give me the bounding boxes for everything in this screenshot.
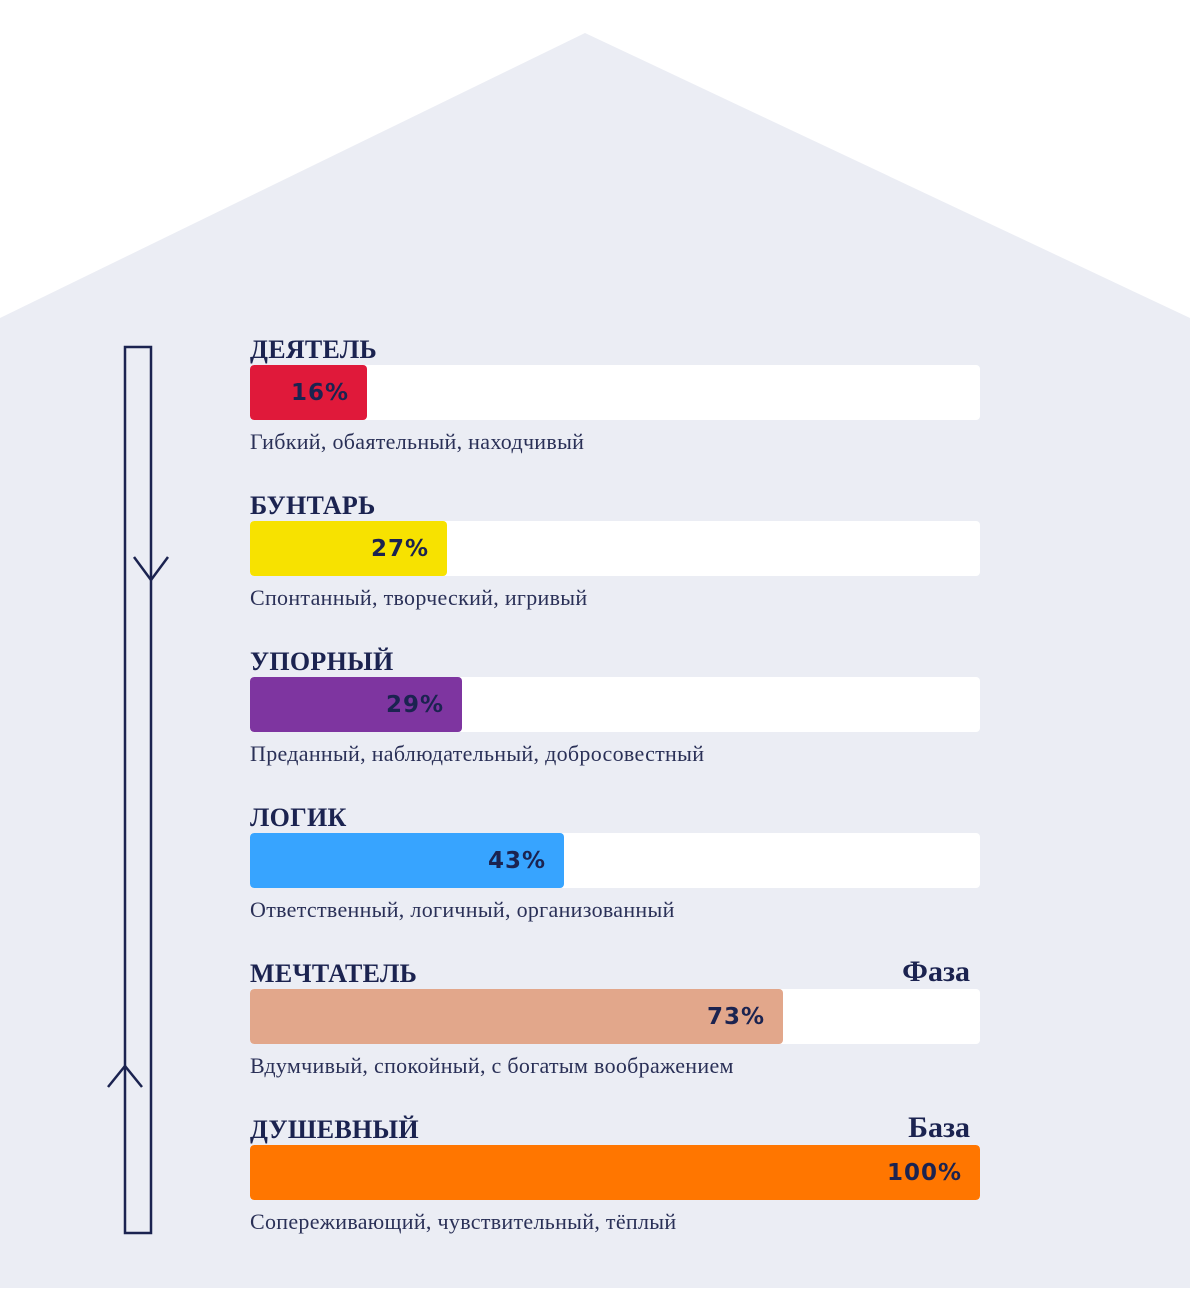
- bar: 27%: [250, 521, 447, 576]
- value-label: 73%: [706, 1004, 765, 1030]
- category-label: ЛОГИК: [250, 803, 347, 832]
- value-label: 27%: [370, 536, 429, 562]
- bar-track: 43%: [250, 833, 980, 888]
- category-description: Сопереживающий, чувствительный, тёплый: [250, 1209, 677, 1234]
- category-label: БУНТАРЬ: [250, 491, 376, 520]
- category-description: Вдумчивый, спокойный, с богатым воображе…: [250, 1053, 734, 1078]
- bar-track: 100%: [250, 1145, 980, 1200]
- chart-row: ДУШЕВНЫЙ База 100% Сопереживающий, чувствит…: [250, 1111, 980, 1245]
- stage-tag: База: [908, 1111, 970, 1144]
- category-label: ДЕЯТЕЛЬ: [250, 335, 378, 364]
- chart-row: ДЕЯТЕЛЬ 16% Гибкий, обаятельный, находчивы…: [250, 335, 980, 465]
- value-label: 43%: [487, 848, 546, 874]
- category-label: УПОРНЫЙ: [250, 647, 394, 676]
- category-label: ДУШЕВНЫЙ: [250, 1115, 419, 1144]
- value-label: 16%: [290, 380, 349, 406]
- category-description: Гибкий, обаятельный, находчивый: [250, 429, 585, 454]
- bar: 16%: [250, 365, 367, 420]
- value-label: 29%: [385, 692, 444, 718]
- bar: 29%: [250, 677, 462, 732]
- bar-track: 73%: [250, 989, 980, 1044]
- bar-track: 16%: [250, 365, 980, 420]
- chart-row: ЛОГИК 43% Ответственный, логичный, организ…: [250, 803, 980, 933]
- category-label: МЕЧТАТЕЛЬ: [250, 959, 418, 988]
- chart-row: БУНТАРЬ 27% Спонтанный, творческий, игривы…: [250, 491, 980, 621]
- value-label: 100%: [886, 1160, 962, 1186]
- bar: 43%: [250, 833, 564, 888]
- category-description: Преданный, наблюдательный, добросовестны…: [250, 741, 705, 766]
- bar: 73%: [250, 989, 783, 1044]
- chart-row: МЕЧТАТЕЛЬ Фаза 73% Вдумчивый, спокойный, с …: [250, 955, 980, 1089]
- bar-track: 27%: [250, 521, 980, 576]
- category-description: Спонтанный, творческий, игривый: [250, 585, 588, 610]
- category-description: Ответственный, логичный, организованный: [250, 897, 675, 922]
- bar-track: 29%: [250, 677, 980, 732]
- stage-tag: Фаза: [902, 955, 970, 988]
- bar: 100%: [250, 1145, 980, 1200]
- chart-row: УПОРНЫЙ 29% Преданный, наблюдательный, доб…: [250, 647, 980, 777]
